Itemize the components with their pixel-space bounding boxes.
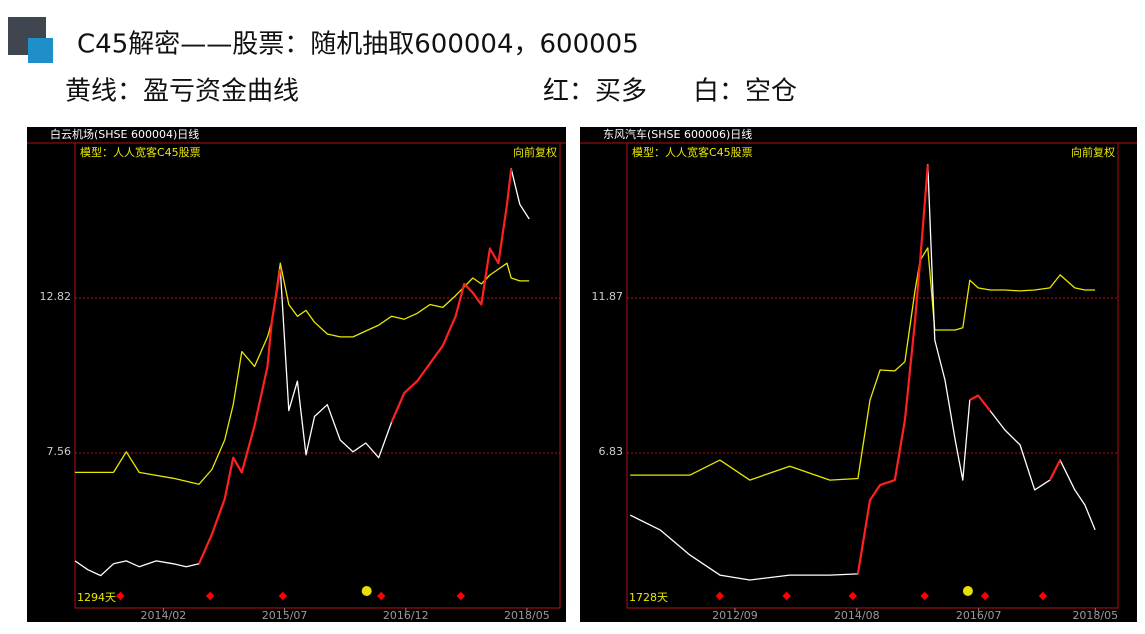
x-tick-label: 2012/09	[712, 609, 758, 622]
chart-background	[27, 127, 566, 622]
chart-annotation: 向前复权	[1071, 145, 1115, 159]
chart-subtitle: 模型：人人宽客C45股票	[632, 145, 753, 159]
trade-signal	[715, 591, 725, 601]
slide-title: C45解密——股票：随机抽取600004，600005	[77, 30, 639, 60]
x-tick-label: 2016/12	[383, 609, 429, 622]
x-tick-label: 2016/07	[956, 609, 1002, 622]
x-tick-label: 2018/05	[504, 609, 550, 622]
x-tick-label: 2014/02	[141, 609, 187, 622]
x-tick-label: 2018/05	[1072, 609, 1118, 622]
trade-signal	[980, 591, 990, 601]
series-line	[75, 262, 530, 485]
chart-background	[580, 127, 1137, 622]
x-tick-label: 2015/07	[262, 609, 308, 622]
y-tick-label: 7.56	[47, 445, 72, 458]
trade-signal	[278, 591, 288, 601]
trade-signal	[782, 591, 791, 601]
legend-text: 黄线：盈亏资金曲线	[65, 77, 299, 107]
chart-subtitle: 模型：人人宽客C45股票	[80, 145, 201, 159]
trade-signal	[456, 591, 466, 601]
series-line	[197, 168, 513, 565]
signal-dot	[962, 586, 973, 596]
day-count: 1294天	[77, 591, 116, 604]
chart-title: 东风汽车(SHSE 600006)日线	[603, 127, 752, 141]
signal-dot	[361, 586, 372, 596]
deco-square	[28, 38, 53, 63]
chart-title: 白云机场(SHSE 600004)日线	[50, 127, 199, 141]
trade-signal	[920, 591, 929, 601]
legend-text: 红：买多	[543, 77, 647, 107]
trade-signal	[376, 591, 386, 601]
chart-annotation: 向前复权	[513, 145, 557, 159]
x-tick-label: 2014/08	[834, 609, 880, 622]
day-count: 1728天	[629, 591, 668, 604]
series-line	[856, 164, 1062, 575]
trade-signal	[848, 591, 858, 601]
trade-signal	[1038, 591, 1048, 601]
series-line	[630, 247, 1096, 481]
y-tick-label: 12.82	[40, 290, 72, 303]
y-tick-label: 11.87	[592, 290, 624, 303]
legend-text: 白：空仓	[693, 77, 797, 107]
series-line	[629, 164, 1096, 581]
y-tick-label: 6.83	[599, 445, 624, 458]
